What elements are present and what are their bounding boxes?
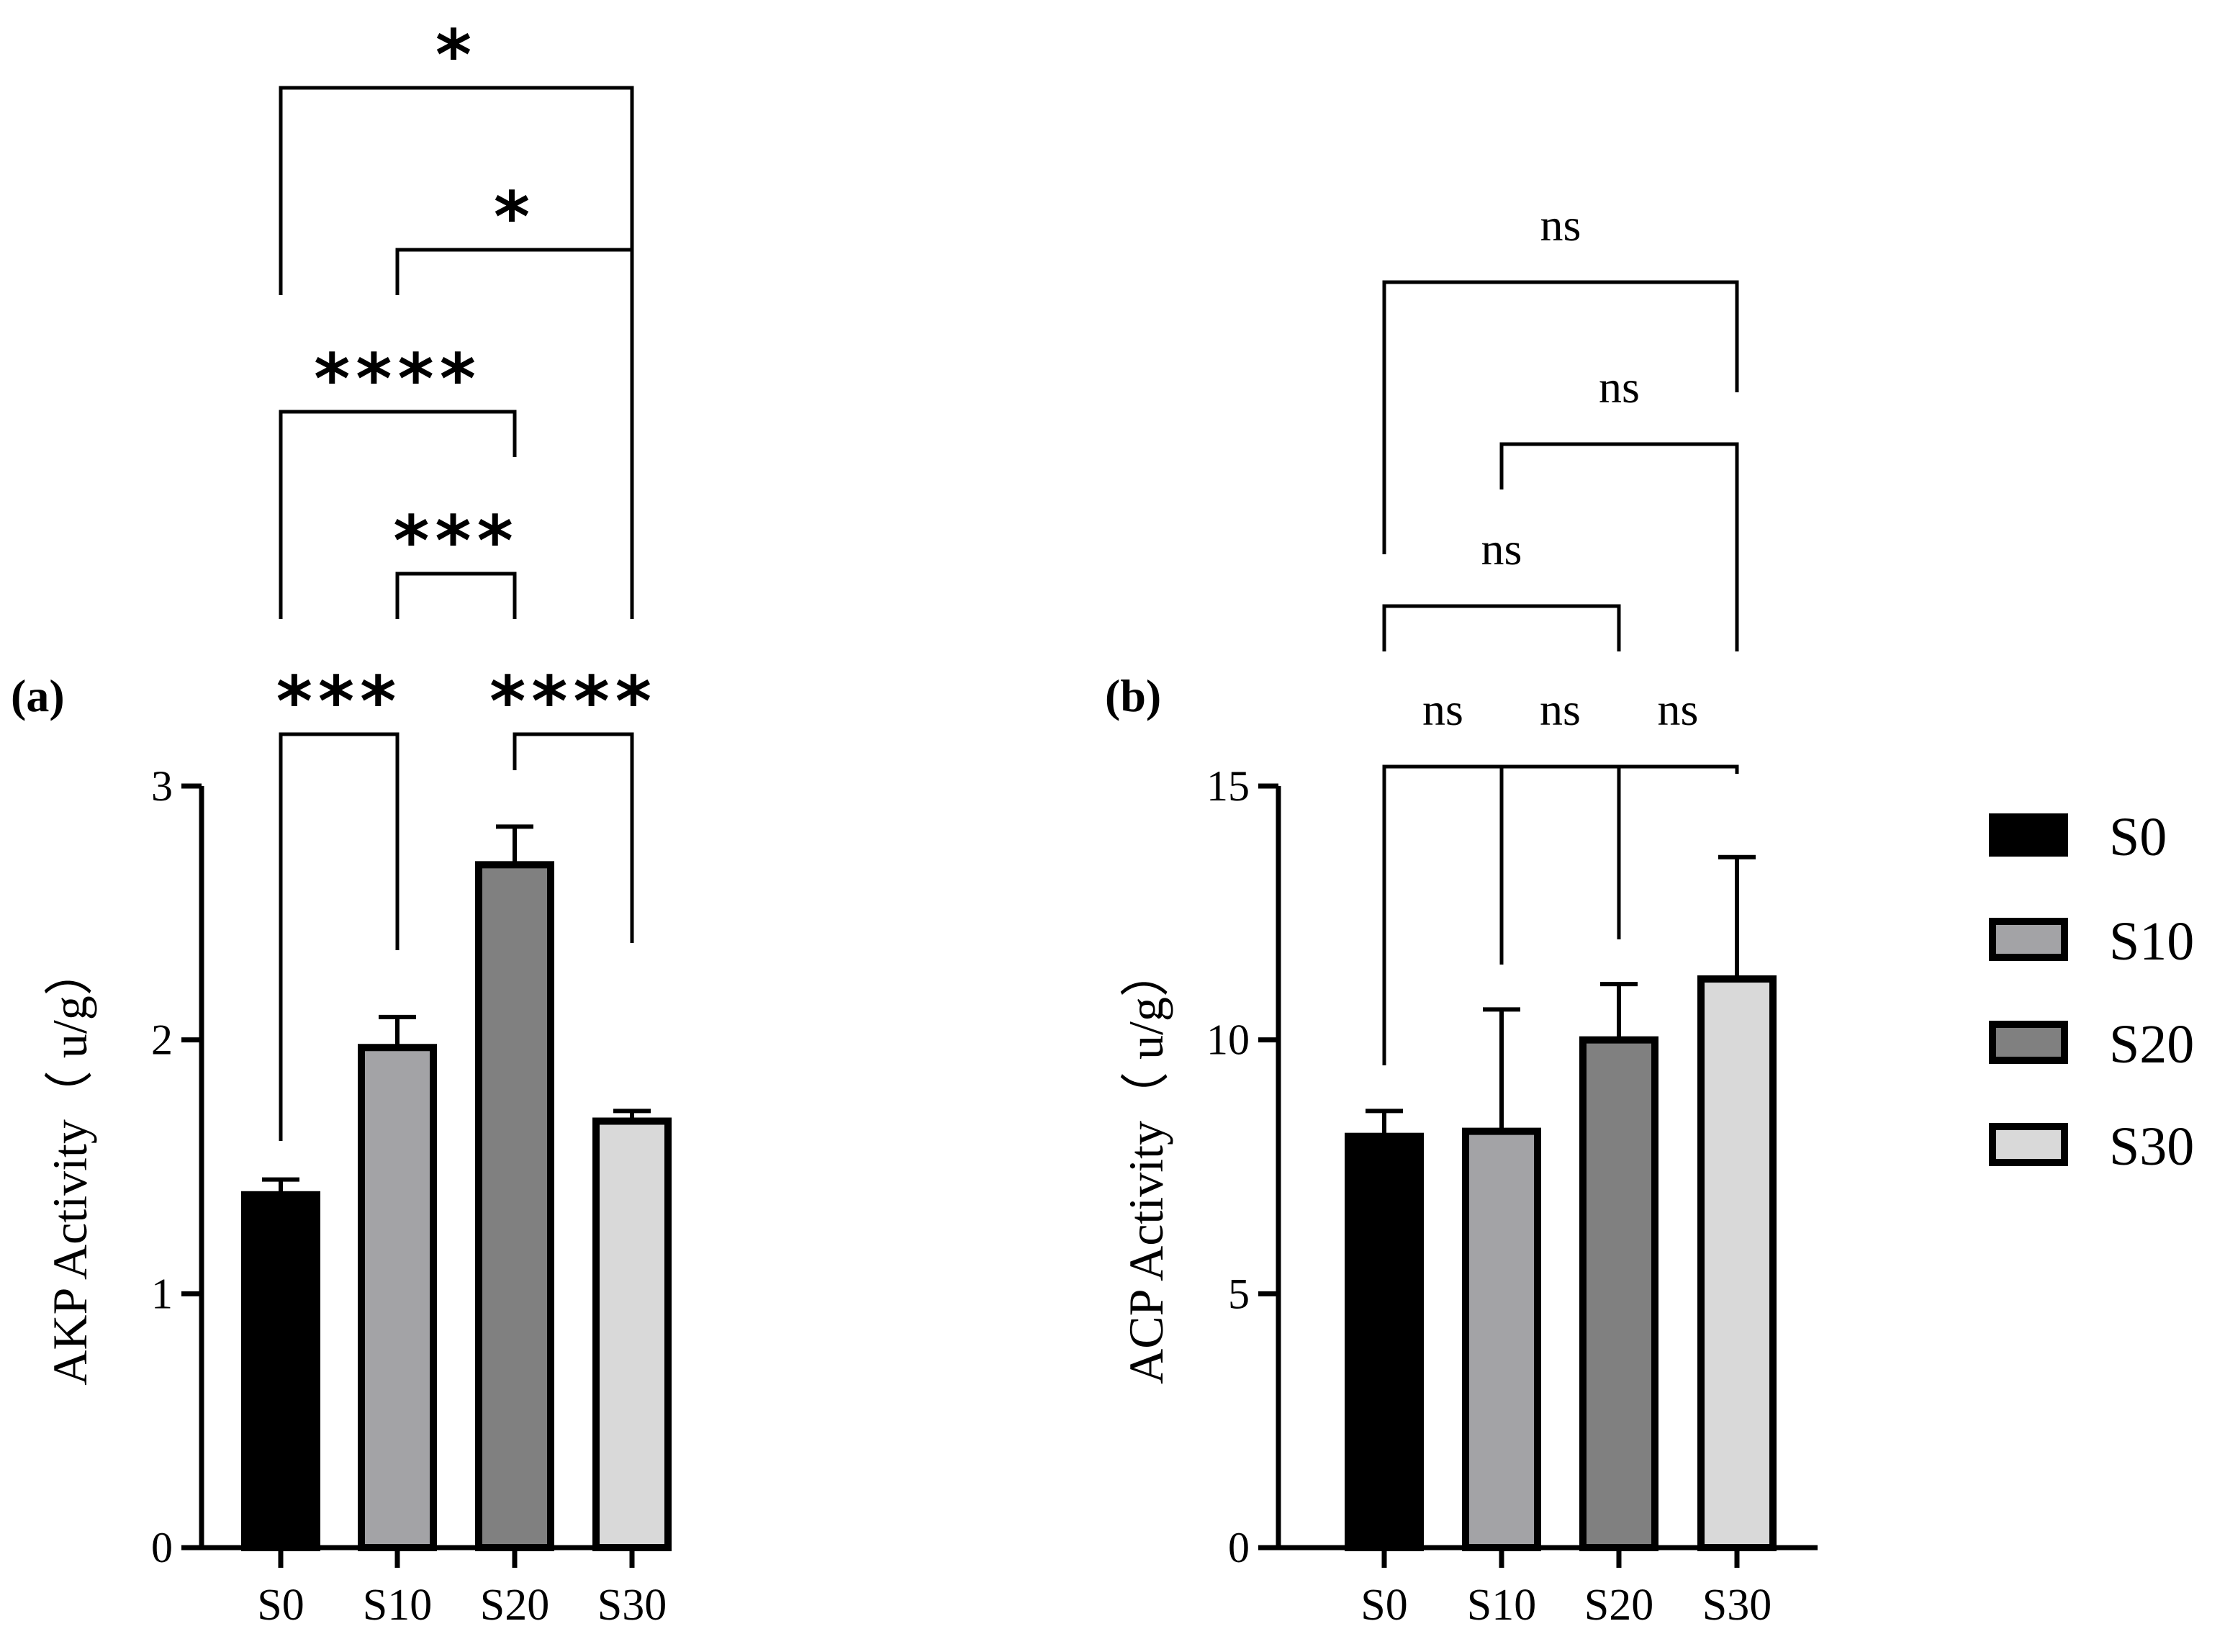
y-axis-label: AKP Activity（ u/g）: [42, 947, 97, 1386]
significance-bracket: [279, 410, 517, 619]
significance-label: ****: [489, 662, 657, 742]
y-axis-label: ACP Activity（ u/g）: [1119, 948, 1173, 1384]
significance-label: ****: [314, 339, 482, 420]
x-tick-label: S20: [480, 1581, 549, 1630]
legend-label: S10: [2109, 911, 2194, 972]
x-tick-label: S30: [1702, 1581, 1772, 1630]
x-tick-label: S10: [363, 1581, 432, 1630]
significance-bracket: [513, 732, 634, 943]
bar-s10: [358, 1044, 437, 1552]
x-tick-label: S30: [597, 1581, 667, 1630]
significance-label: *: [435, 15, 477, 96]
significance-label: ns: [1422, 684, 1463, 735]
y-tick-label: 1: [151, 1270, 173, 1317]
significance-label: ns: [1540, 684, 1581, 735]
significance-label: ns: [1481, 523, 1522, 574]
y-tick-label: 5: [1228, 1270, 1250, 1317]
legend-label: S20: [2109, 1014, 2194, 1075]
bar-s30: [1697, 975, 1777, 1551]
significance-label: ns: [1658, 684, 1699, 735]
significance-label: ns: [1540, 199, 1581, 250]
legend-swatch-s0: [1989, 813, 2068, 857]
x-tick-label: S0: [257, 1581, 304, 1630]
x-tick-label: S20: [1584, 1581, 1653, 1630]
significance-label: ns: [1599, 361, 1640, 412]
y-tick-label: 2: [151, 1016, 173, 1064]
significance-label: ***: [393, 501, 519, 582]
bar-s0: [1345, 1132, 1424, 1552]
significance-bracket: [1617, 764, 1739, 939]
y-tick-label: 15: [1206, 762, 1250, 810]
legend-swatch-s30: [1989, 1123, 2068, 1166]
significance-bracket: [1382, 280, 1739, 554]
significance-bracket: [1499, 764, 1621, 965]
bar-s30: [592, 1117, 672, 1551]
significance-bracket: [395, 572, 517, 619]
panel-label: (b): [1105, 670, 1161, 721]
bar-s10: [1462, 1127, 1541, 1552]
significance-bracket: [1382, 764, 1504, 1065]
significance-label: ***: [276, 662, 402, 742]
y-tick-label: 3: [151, 762, 173, 810]
legend-label: S0: [2109, 807, 2167, 867]
legend: S0 S10 S20 S30: [1989, 807, 2194, 1177]
significance-bracket: [1499, 442, 1739, 651]
panel-b: (b) 0 5 10 15 ACP Activity（ u/g） S0 S10 S20 S30 ns…: [1105, 199, 1818, 1630]
y-tick-label: 10: [1206, 1016, 1250, 1064]
significance-bracket: [279, 86, 634, 619]
legend-swatch-s20: [1989, 1021, 2068, 1064]
significance-bracket: [1382, 604, 1621, 651]
legend-label: S30: [2109, 1116, 2194, 1177]
significance-label: *: [494, 177, 536, 258]
bar-s0: [241, 1191, 320, 1551]
panel-label: (a): [11, 670, 65, 721]
bar-s20: [475, 861, 554, 1551]
y-tick-label: 0: [151, 1524, 173, 1571]
significance-bracket: [279, 732, 400, 1141]
x-tick-label: S10: [1467, 1581, 1536, 1630]
legend-swatch-s10: [1989, 918, 2068, 961]
x-tick-label: S0: [1360, 1581, 1407, 1630]
y-tick-label: 0: [1228, 1524, 1250, 1571]
bar-s20: [1579, 1036, 1658, 1551]
